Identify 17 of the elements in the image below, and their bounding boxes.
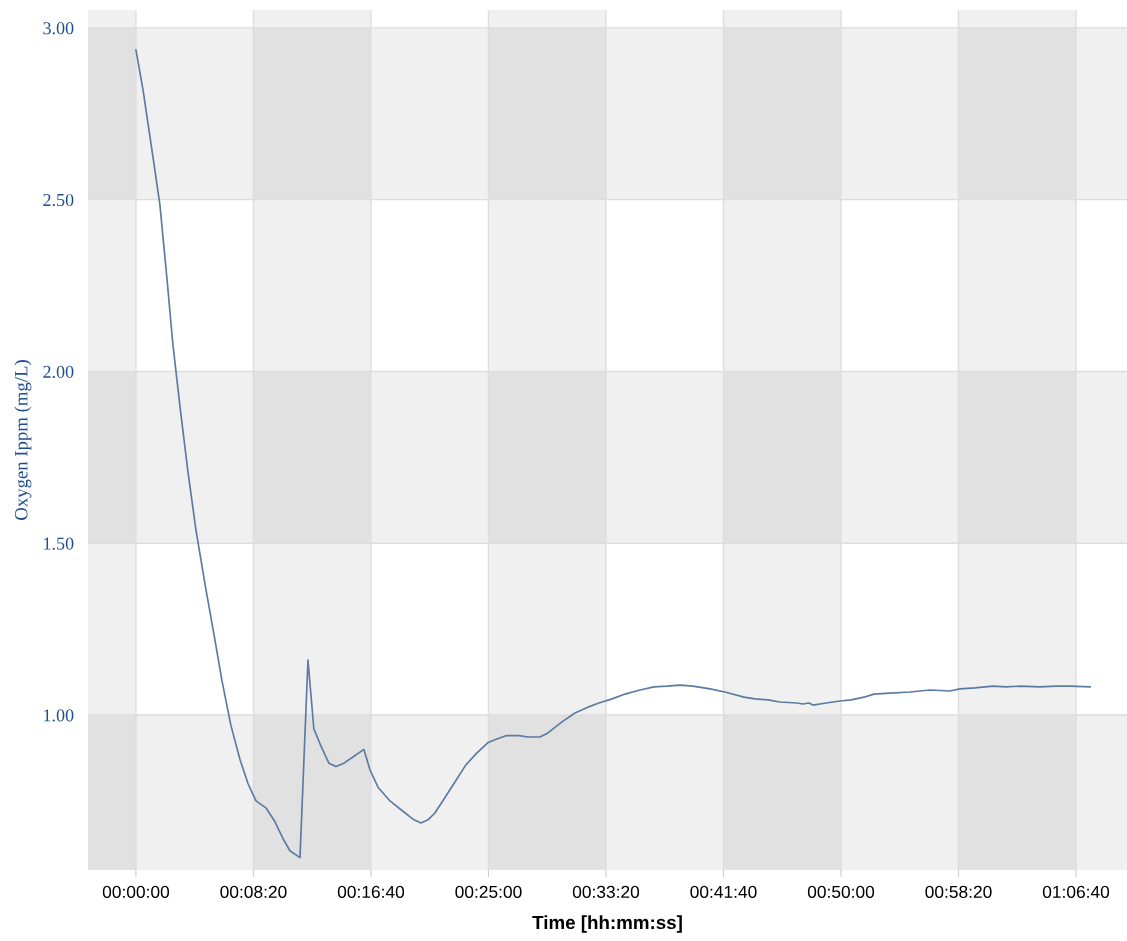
- y-tick-label: 1.50: [44, 537, 74, 550]
- y-tick-label: 1.00: [44, 709, 74, 722]
- y-axis-title: Oxygen Ippm (mg/L): [14, 360, 32, 520]
- x-tick-label: 00:50:00: [807, 885, 875, 899]
- y-tick-label: 2.50: [43, 193, 74, 207]
- line-series: [135, 49, 1091, 859]
- x-tick-label: 00:00:00: [102, 885, 170, 899]
- x-tick-label: 01:06:40: [1042, 885, 1110, 899]
- x-tick-label: 00:58:20: [925, 885, 992, 899]
- x-tick-label: 00:08:20: [220, 885, 287, 899]
- y-tick-label: 2.00: [43, 365, 74, 378]
- x-tick-label: 00:41:40: [690, 885, 757, 899]
- y-tick-label: 3.00: [43, 22, 74, 35]
- x-tick-label: 00:25:00: [455, 885, 522, 899]
- x-axis-title: Time [hh:mm:ss]: [532, 915, 682, 933]
- x-tick-label: 00:33:20: [572, 885, 640, 899]
- x-tick-label: 00:16:40: [337, 885, 405, 899]
